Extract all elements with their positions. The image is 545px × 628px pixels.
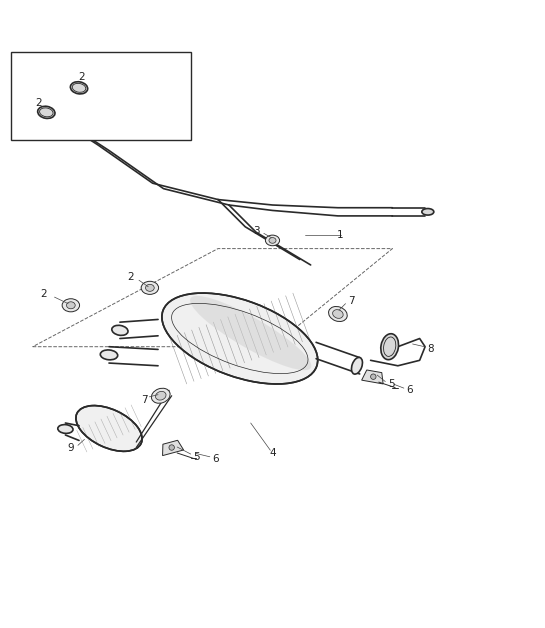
Text: 2: 2 [35, 98, 41, 108]
Text: 8: 8 [427, 344, 434, 354]
Ellipse shape [169, 445, 174, 450]
Ellipse shape [329, 306, 347, 322]
Polygon shape [362, 370, 383, 384]
Ellipse shape [141, 281, 159, 295]
Text: 6: 6 [212, 454, 219, 464]
Ellipse shape [352, 357, 362, 374]
Text: 3: 3 [253, 226, 259, 236]
Text: 5: 5 [193, 452, 199, 462]
Ellipse shape [265, 235, 280, 246]
Text: 4: 4 [269, 448, 276, 458]
Text: 1: 1 [337, 230, 344, 240]
Text: 5: 5 [388, 379, 395, 389]
Ellipse shape [332, 310, 343, 318]
Ellipse shape [112, 325, 128, 335]
Ellipse shape [152, 388, 170, 403]
Text: 6: 6 [407, 386, 413, 395]
Ellipse shape [70, 82, 88, 94]
Text: 7: 7 [141, 394, 148, 404]
Text: 2: 2 [40, 290, 47, 300]
Ellipse shape [162, 293, 318, 384]
Text: 2: 2 [128, 273, 134, 283]
Ellipse shape [76, 406, 142, 452]
Text: 7: 7 [348, 296, 355, 306]
Ellipse shape [422, 208, 434, 215]
Text: 9: 9 [68, 443, 74, 453]
Text: 2: 2 [78, 72, 85, 82]
Ellipse shape [62, 299, 80, 312]
Ellipse shape [66, 302, 75, 309]
Ellipse shape [371, 374, 376, 379]
Ellipse shape [155, 391, 166, 400]
Ellipse shape [100, 350, 118, 360]
Ellipse shape [58, 425, 73, 433]
Ellipse shape [146, 284, 154, 291]
Ellipse shape [269, 237, 276, 243]
Polygon shape [162, 440, 184, 455]
Ellipse shape [190, 296, 311, 371]
Ellipse shape [45, 112, 64, 123]
FancyBboxPatch shape [11, 52, 191, 139]
Ellipse shape [126, 112, 146, 123]
Ellipse shape [381, 333, 398, 360]
Ellipse shape [38, 106, 55, 119]
